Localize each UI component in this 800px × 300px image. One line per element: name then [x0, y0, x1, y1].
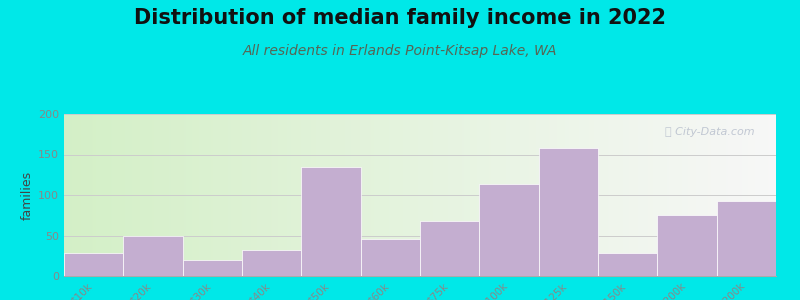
Y-axis label: families: families: [21, 170, 34, 220]
Bar: [479, 184, 538, 276]
Bar: [538, 148, 598, 276]
Bar: [302, 167, 361, 276]
Bar: [182, 260, 242, 276]
Bar: [598, 253, 658, 276]
Text: All residents in Erlands Point-Kitsap Lake, WA: All residents in Erlands Point-Kitsap La…: [242, 44, 558, 58]
Bar: [420, 221, 479, 276]
Bar: [717, 201, 776, 276]
Bar: [242, 250, 302, 276]
Bar: [123, 236, 182, 276]
Bar: [658, 215, 717, 276]
Bar: [361, 239, 420, 276]
Text: Distribution of median family income in 2022: Distribution of median family income in …: [134, 8, 666, 28]
Bar: [64, 253, 123, 276]
Text: ⓘ City-Data.com: ⓘ City-Data.com: [665, 127, 754, 137]
